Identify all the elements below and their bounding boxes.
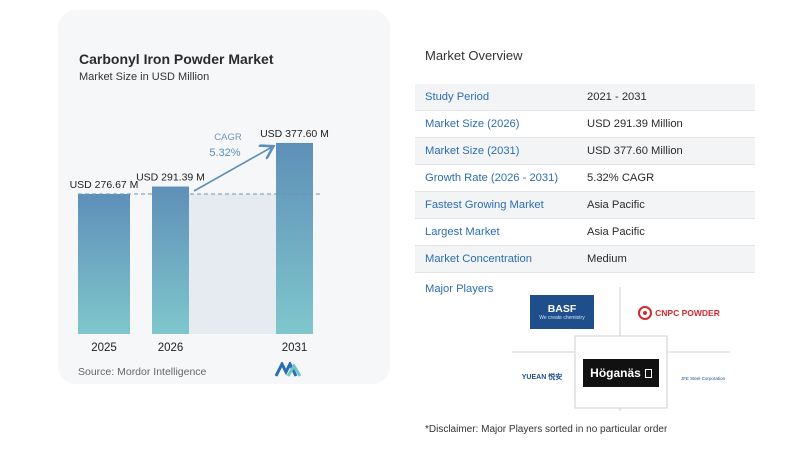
overview-row: Largest Market Asia Pacific (415, 219, 755, 246)
cagr-value: 5.32% (209, 147, 240, 159)
overview-label: Market Size (2031) (425, 145, 520, 157)
market-overview-table: Study Period 2021 - 2031 Market Size (202… (415, 84, 755, 273)
overview-label: Largest Market (425, 226, 500, 238)
basf-logo: BASF We create chemistry (530, 295, 594, 329)
basf-tagline: We create chemistry (539, 315, 585, 321)
bar-value-label: USD 291.39 M (136, 172, 205, 184)
overview-label: Fastest Growing Market (425, 199, 544, 211)
cnpc-powder-logo: CNPC POWDER (636, 303, 722, 323)
bar-2031 (276, 142, 313, 334)
overview-label: Study Period (425, 91, 490, 103)
projection-area (189, 194, 276, 334)
chart-title: Carbonyl Iron Powder Market (79, 51, 274, 67)
cagr-label: CAGR (214, 132, 242, 143)
cnpc-emblem-icon (638, 306, 653, 320)
source-note: Source: Mordor Intelligence (78, 366, 207, 378)
yuean-name: YUEAN 悦安 (521, 374, 563, 381)
major-players-title: Major Players (425, 283, 494, 295)
overview-value: Asia Pacific (587, 199, 645, 211)
x-tick-label: 2031 (282, 342, 308, 354)
x-tick-label: 2026 (158, 342, 184, 354)
mordor-intelligence-logo (275, 362, 301, 377)
overview-value: Asia Pacific (587, 226, 645, 238)
hoganas-mark-icon (644, 368, 652, 378)
overview-row: Market Concentration Medium (415, 246, 755, 273)
overview-value: USD 377.60 Million (587, 145, 683, 157)
overview-label: Market Size (2026) (425, 118, 520, 130)
cagr-arrow (193, 147, 272, 192)
overview-row: Market Size (2026) USD 291.39 Million (415, 111, 755, 138)
basf-name: BASF (547, 303, 577, 315)
overview-label: Market Concentration (425, 253, 532, 265)
hoganas-logo: Höganäs (583, 359, 659, 387)
jfe-name: JFE Steel Corporation (680, 375, 726, 381)
x-tick-label: 2025 (91, 342, 117, 354)
disclaimer-note: *Disclaimer: Major Players sorted in no … (425, 424, 668, 435)
overview-value: USD 291.39 Million (587, 118, 683, 130)
overview-row: Study Period 2021 - 2031 (415, 84, 755, 111)
overview-row: Fastest Growing Market Asia Pacific (415, 192, 755, 219)
bar-value-label: USD 276.67 M (70, 179, 139, 191)
bar-chart: USD 276.67 M 2025 USD 291.39 M 2026 USD 377.… (70, 128, 329, 354)
chart-subtitle: Market Size in USD Million (79, 71, 210, 83)
overview-row: Market Size (2031) USD 377.60 Million (415, 138, 755, 165)
overview-value: 2021 - 2031 (587, 91, 647, 103)
bar-2025 (78, 194, 130, 334)
overview-value: Medium (587, 253, 627, 265)
bar-value-label: USD 377.60 M (260, 128, 329, 140)
bar-2026 (152, 186, 189, 334)
overview-row: Growth Rate (2026 - 2031) 5.32% CAGR (415, 165, 755, 192)
cnpc-powder-name: CNPC POWDER (655, 308, 720, 318)
overview-label: Growth Rate (2026 - 2031) (425, 172, 559, 184)
yuean-logo: YUEAN 悦安 (519, 370, 565, 384)
hoganas-name: Höganäs (590, 366, 641, 380)
jfe-logo: JFE Steel Corporation (676, 373, 730, 383)
overview-value: 5.32% CAGR (587, 172, 655, 184)
market-overview-title: Market Overview (425, 48, 523, 63)
